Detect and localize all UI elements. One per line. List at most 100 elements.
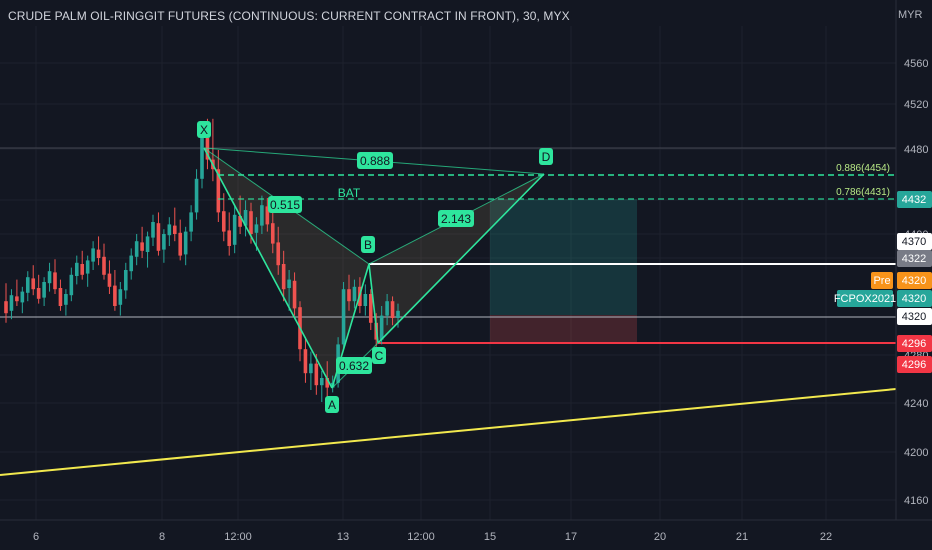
price-tick-2: 4240 [904,398,928,410]
leg-cd[interactable] [377,173,545,344]
price-tag-bg [897,290,932,307]
candle-29 [162,229,166,263]
candle-body [249,211,253,234]
time-tick-8: 21 [736,531,748,543]
candle-body [31,278,36,290]
long-position-tool[interactable] [490,199,637,342]
candle-55 [303,337,308,383]
candle-body [314,363,319,386]
candle-26 [145,231,150,268]
leg-bc[interactable] [368,263,379,344]
horizontal-lines[interactable] [0,147,896,344]
price-tick-0: 4160 [904,495,928,507]
candle-body [396,310,400,318]
point-x-label: X [197,121,211,138]
point-b-label: B [361,236,375,253]
candle-body [319,378,324,386]
candle-38 [211,118,215,182]
point-a-label: A [325,396,339,413]
point-c-label: C [372,347,386,364]
candle-22 [123,262,128,299]
price-tag-value: 4320 [902,293,926,305]
candle-body [25,277,30,293]
fib-label-0786: 0.786(4431) [836,187,890,198]
candle-body [36,288,41,299]
candle-42 [232,205,237,254]
ratio-bd-label: 2.143 [438,210,474,227]
candle-body [9,295,14,311]
candle-18 [102,243,106,280]
price-tick-8: 4480 [904,144,928,156]
candle-9 [53,259,57,294]
candle-0 [4,283,8,323]
candle-body [129,255,134,272]
position-stop-zone[interactable] [490,315,637,342]
ratio-xb-label-bg [268,196,302,213]
price-tag-value: 4320 [902,311,926,323]
candle-41 [227,212,232,256]
point-b-label-text: B [364,238,372,252]
candle-body [243,210,248,226]
candle-body [151,222,155,238]
candle-30 [167,217,172,246]
point-a-label-text: A [328,398,336,412]
candle-47 [260,195,264,234]
ratio-bd-label-bg [438,210,474,227]
price-tag-value: 4322 [902,253,926,265]
candle-body [74,262,79,276]
ratio-ac-label-text: 0.632 [339,359,369,373]
candle-body [352,286,357,302]
time-axis[interactable]: 6 8 12:00 13 12:00 15 17 20 21 22 [0,519,932,550]
candle-39 [216,150,221,222]
candle-34 [189,205,193,242]
trendline[interactable] [0,388,897,476]
candle-44 [243,200,248,237]
candle-body [20,291,25,303]
candle-body [118,289,123,305]
candle-4 [25,271,30,302]
candle-body [156,223,161,251]
time-tick-9: 22 [820,531,832,543]
candle-body [162,234,166,250]
candle-body [107,273,112,287]
price-tag-6: 4296 [897,335,932,352]
ratio-ac-label: 0.632 [336,357,372,374]
position-target-zone[interactable] [490,199,637,315]
price-tag-name-bg [871,272,893,289]
candle-body [254,224,259,233]
price-tag-5: 4320 [897,308,932,325]
time-tick-4: 12:00 [407,531,435,543]
point-d-label-bg [539,148,553,165]
price-tag-value: 4296 [902,338,926,350]
price-tag-2: 4322 [897,250,932,267]
candle-body [42,282,46,298]
candle-48 [265,198,270,232]
price-tag-bg [897,233,932,250]
candle-58 [319,370,324,402]
candle-40 [221,193,226,242]
candle-body [303,349,308,374]
candle-body [390,301,395,318]
candle-body [134,241,139,257]
fib-label-0886: 0.886(4454) [836,163,890,174]
grid [0,26,896,520]
price-tag-7: 4296 [897,356,932,373]
time-axis-bg [0,520,932,550]
ratio-xb-label: 0.515 [268,196,302,213]
candle-body [325,378,330,388]
candle-24 [134,234,139,266]
candle-23 [129,248,134,280]
support-trendline[interactable] [0,388,897,476]
leg-xa[interactable] [203,147,333,389]
candle-15 [85,255,90,287]
price-tag-bg [897,272,932,289]
currency-label: MYR [898,9,923,21]
price-tick-10: 4560 [904,58,928,70]
candle-66 [363,284,368,316]
bat-pattern-labels: X A B C D 0.888 0.515 2.143 0.632 BAT 0.886(4454) 0… [197,121,890,413]
price-tick-9: 4520 [904,99,928,111]
price-tag-name: Pre [873,275,890,287]
candle-body [221,211,226,232]
